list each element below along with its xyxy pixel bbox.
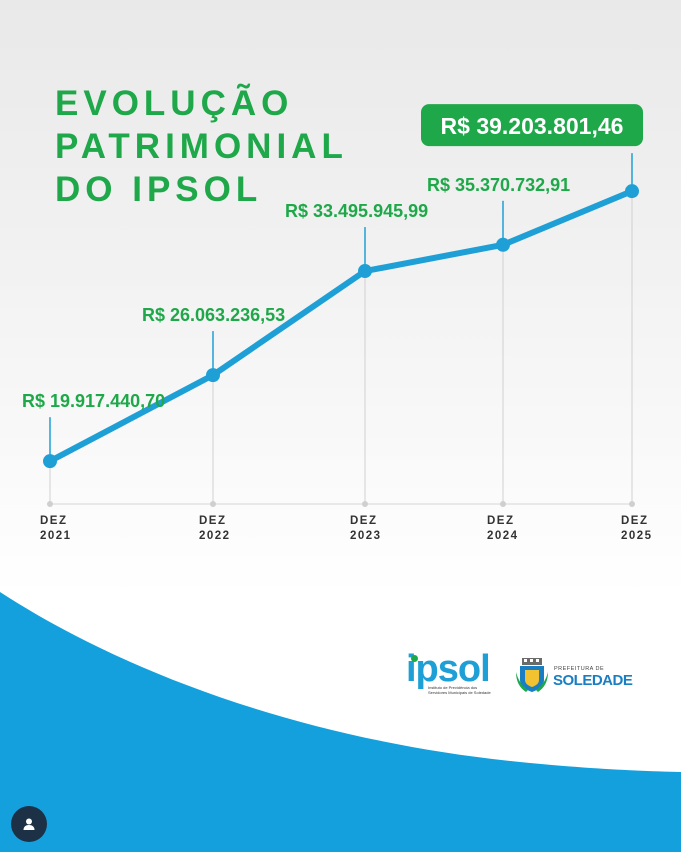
city-crest-icon	[516, 658, 548, 692]
prefeitura-label: PREFEITURA DE	[554, 666, 605, 672]
title-line-1: EVOLUÇÃO	[55, 84, 294, 123]
user-icon	[23, 818, 35, 830]
baseline-dot-3	[500, 501, 506, 507]
title-line-2: PATRIMONIAL	[55, 127, 348, 166]
ipsol-logo-word: ipsol	[406, 648, 491, 690]
value-label-0: R$ 19.917.440,70	[22, 391, 165, 411]
data-point-2	[358, 264, 372, 279]
x-tick-label-4-1: 2025	[621, 530, 653, 542]
baseline-dot-1	[210, 501, 216, 507]
highlight-value-box	[421, 104, 643, 147]
ipsol-logo-dot	[411, 655, 418, 662]
profile-button[interactable]	[11, 806, 47, 842]
prefeitura-soledade-logo: PREFEITURA DE SOLEDADE	[516, 654, 636, 698]
value-label-2: R$ 33.495.945,99	[285, 201, 428, 221]
blue-wave	[0, 592, 681, 852]
patrimony-line-chart: R$ 19.917.440,70 DEZ 2021 R$ 26.063.236,53 D…	[22, 104, 653, 542]
prefeitura-name: SOLEDADE	[553, 672, 633, 689]
data-point-4	[625, 184, 639, 199]
x-tick-label-0-1: 2021	[40, 530, 72, 542]
title-line-3: DO IPSOL	[55, 170, 263, 209]
x-tick-label-3-1: 2024	[487, 530, 519, 542]
value-label-3: R$ 35.370.732,91	[427, 175, 570, 195]
page-title: EVOLUÇÃO PATRIMONIAL DO IPSOL	[55, 82, 348, 211]
data-point-1	[206, 368, 220, 383]
baseline-dot-4	[629, 501, 635, 507]
footer-logos: ipsol Instituto de Previdência dos Servi…	[404, 648, 644, 702]
value-label-4: R$ 39.203.801,46	[441, 113, 624, 139]
baseline-dot-2	[362, 501, 368, 507]
x-tick-label-1-1: 2022	[199, 530, 231, 542]
data-point-0	[43, 454, 57, 469]
x-tick-label-4-0: DEZ	[621, 515, 649, 527]
baseline-dot-0	[47, 501, 53, 507]
x-tick-label-3-0: DEZ	[487, 515, 515, 527]
x-tick-label-0-0: DEZ	[40, 515, 68, 527]
ipsol-logo-subtitle: Instituto de Previdência dos Servidores …	[428, 685, 491, 695]
x-tick-label-2-1: 2023	[350, 530, 382, 542]
data-point-3	[496, 237, 510, 252]
x-tick-label-1-0: DEZ	[199, 515, 227, 527]
x-tick-label-2-0: DEZ	[350, 515, 378, 527]
value-label-1: R$ 26.063.236,53	[142, 305, 285, 325]
ipsol-logo: ipsol Instituto de Previdência dos Servi…	[404, 648, 494, 700]
